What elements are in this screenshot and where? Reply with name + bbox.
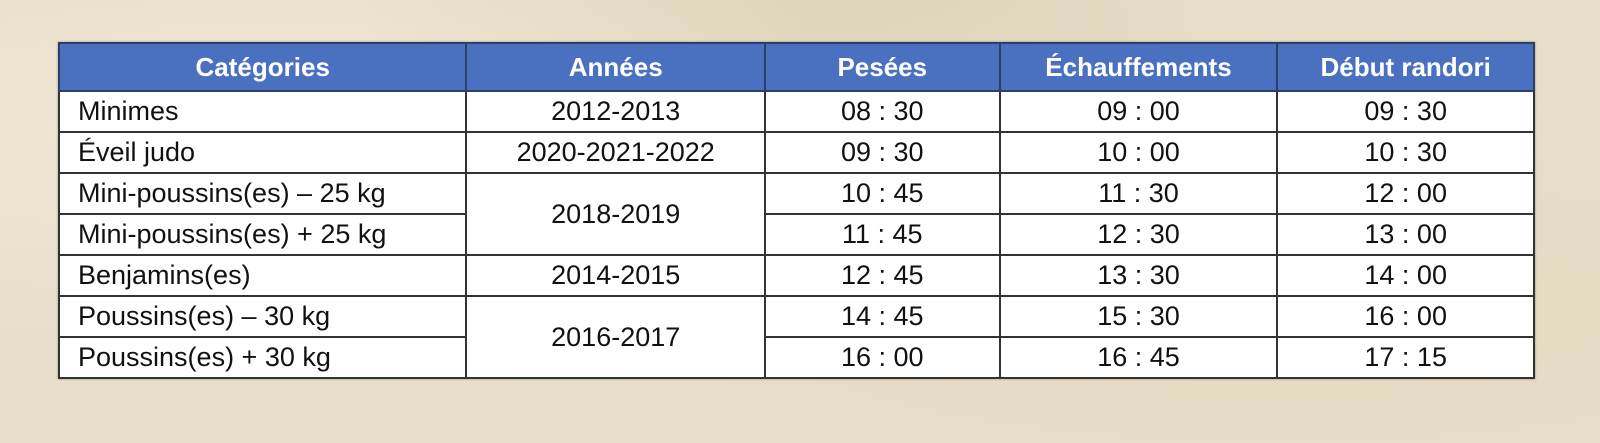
years-cell: 2018-2019 [465,172,766,256]
warmup-cell: 10 : 00 [998,131,1279,174]
header-warmup: Échauffements [998,42,1279,92]
warmup-cell: 09 : 00 [998,90,1279,133]
randori-cell: 17 : 15 [1276,336,1535,379]
weigh-in-cell: 10 : 45 [763,172,1001,215]
years-cell: 2016-2017 [465,295,766,379]
warmup-cell: 16 : 45 [998,336,1279,379]
category-cell: Minimes [57,90,468,133]
schedule-table: Catégories Années Pesées Échauffements D… [57,42,1535,379]
table-row: Benjamins(es) 2014-2015 12 : 45 13 : 30 … [57,254,1535,297]
randori-cell: 16 : 00 [1276,295,1535,338]
warmup-cell: 13 : 30 [998,254,1279,297]
category-cell: Benjamins(es) [57,254,468,297]
category-cell: Éveil judo [57,131,468,174]
table-row: Poussins(es) + 30 kg 16 : 00 16 : 45 17 … [57,336,1535,379]
table-row: Mini-poussins(es) + 25 kg 11 : 45 12 : 3… [57,213,1535,256]
header-row: Catégories Années Pesées Échauffements D… [57,42,1535,92]
category-cell: Mini-poussins(es) + 25 kg [57,213,468,256]
randori-cell: 09 : 30 [1276,90,1535,133]
weigh-in-cell: 11 : 45 [763,213,1001,256]
randori-cell: 10 : 30 [1276,131,1535,174]
table-row: Minimes 2012-2013 08 : 30 09 : 00 09 : 3… [57,90,1535,133]
warmup-cell: 15 : 30 [998,295,1279,338]
years-cell: 2012-2013 [465,90,766,133]
weigh-in-cell: 09 : 30 [763,131,1001,174]
weigh-in-cell: 16 : 00 [763,336,1001,379]
table-row: Poussins(es) – 30 kg 2016-2017 14 : 45 1… [57,295,1535,379]
weigh-in-cell: 08 : 30 [763,90,1001,133]
years-cell: 2014-2015 [465,254,766,297]
weigh-in-cell: 14 : 45 [763,295,1001,338]
header-randori-start: Début randori [1276,42,1535,92]
header-years: Années [465,42,766,92]
warmup-cell: 12 : 30 [998,213,1279,256]
category-cell: Poussins(es) – 30 kg [57,295,468,338]
header-weigh-in: Pesées [763,42,1001,92]
table-row: Éveil judo 2020-2021-2022 09 : 30 10 : 0… [57,131,1535,174]
category-cell: Poussins(es) + 30 kg [57,336,468,379]
weigh-in-cell: 12 : 45 [763,254,1001,297]
years-cell: 2020-2021-2022 [465,131,766,174]
category-cell: Mini-poussins(es) – 25 kg [57,172,468,215]
randori-cell: 14 : 00 [1276,254,1535,297]
randori-cell: 13 : 00 [1276,213,1535,256]
header-categories: Catégories [57,42,468,92]
table-row: Mini-poussins(es) – 25 kg 2018-2019 10 :… [57,172,1535,256]
warmup-cell: 11 : 30 [998,172,1279,215]
randori-cell: 12 : 00 [1276,172,1535,215]
